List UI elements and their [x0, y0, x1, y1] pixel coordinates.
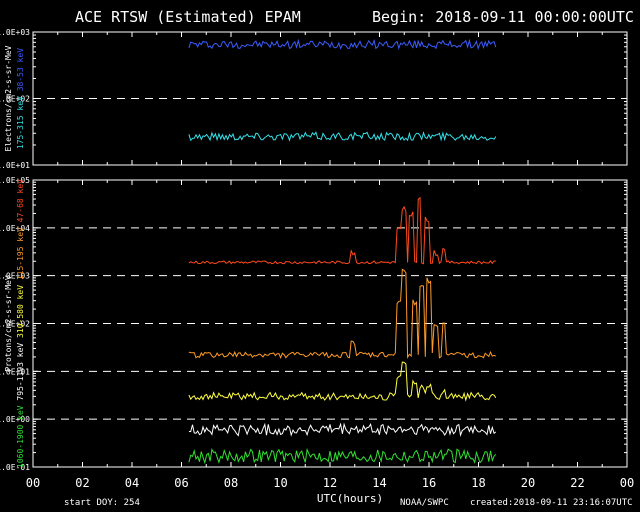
- chart-title: ACE RTSW (Estimated) EPAM: [75, 8, 301, 26]
- legend-entry: 795-1193 keV: [16, 338, 25, 401]
- y-tick-label: 1.0E-01: [0, 463, 30, 472]
- created-time: created:2018-09-11 23:16:07UTC: [470, 498, 633, 508]
- start-doy: start DOY: 254: [64, 498, 140, 508]
- x-tick-label: 02: [75, 476, 89, 490]
- series-line-47-68-keV: [188, 196, 496, 265]
- y-tick-label: 1.0E+03: [0, 272, 30, 281]
- series-line-310-580-keV: [188, 361, 497, 402]
- x-tick-label: 00: [26, 476, 40, 490]
- x-tick-label: 04: [125, 476, 139, 490]
- source-credit: NOAA/SWPC: [400, 498, 449, 508]
- y-axis-label: Protons/cm2-s-sr-MeV: [4, 275, 13, 372]
- y-axis-title: Electrons/cm2-s-sr-MeV: [4, 45, 13, 151]
- x-tick-label: 06: [174, 476, 188, 490]
- y-tick-label: 1.0E+04: [0, 224, 30, 233]
- x-tick-label: 16: [422, 476, 436, 490]
- x-tick-label: 10: [273, 476, 287, 490]
- y-tick-label: 1.0E+01: [0, 367, 30, 376]
- series-legend: 1060-1900 keV 795-1193 keV 310-580 keV 1…: [16, 179, 25, 468]
- x-tick-label: 14: [372, 476, 386, 490]
- legend-entry: 38-53 keV: [16, 48, 25, 92]
- series-line-38-53-keV: [188, 38, 497, 51]
- legend-entry: 310-580 keV: [16, 280, 25, 338]
- x-tick-label: 00: [620, 476, 634, 490]
- y-tick-label: 1.0E+00: [0, 415, 30, 424]
- series-line-795-1193-keV: [188, 422, 497, 437]
- legend-entry: 47-68 keV: [16, 179, 25, 223]
- x-tick-label: 12: [323, 476, 337, 490]
- x-tick-label: 18: [471, 476, 485, 490]
- series-line-175-315-keV: [188, 131, 497, 142]
- y-tick-label: 1.0E+03: [0, 28, 30, 37]
- y-axis-title: Protons/cm2-s-sr-MeV: [4, 275, 13, 372]
- x-tick-label: 20: [521, 476, 535, 490]
- series-legend: 175-315 keV 38-53 keV: [16, 48, 25, 149]
- y-tick-label: 1.0E+01: [0, 161, 30, 170]
- y-tick-label: 1.0E+02: [0, 320, 30, 329]
- y-tick-label: 1.0E+02: [0, 95, 30, 104]
- x-axis-label: UTC(hours): [317, 492, 383, 505]
- begin-time: Begin: 2018-09-11 00:00:00UTC: [372, 8, 634, 26]
- x-tick-label: 08: [224, 476, 238, 490]
- y-tick-label: 1.0E+05: [0, 176, 30, 185]
- y-axis-label: Electrons/cm2-s-sr-MeV: [4, 45, 13, 151]
- series-line-1060-1900-keV: [188, 447, 497, 465]
- legend-entry: 115-195 keV: [16, 222, 25, 280]
- legend-entry: 175-315 keV: [16, 91, 25, 149]
- legend-entry: 1060-1900 keV: [16, 401, 25, 468]
- x-tick-label: 22: [570, 476, 584, 490]
- series-line-115-195-keV: [188, 268, 496, 360]
